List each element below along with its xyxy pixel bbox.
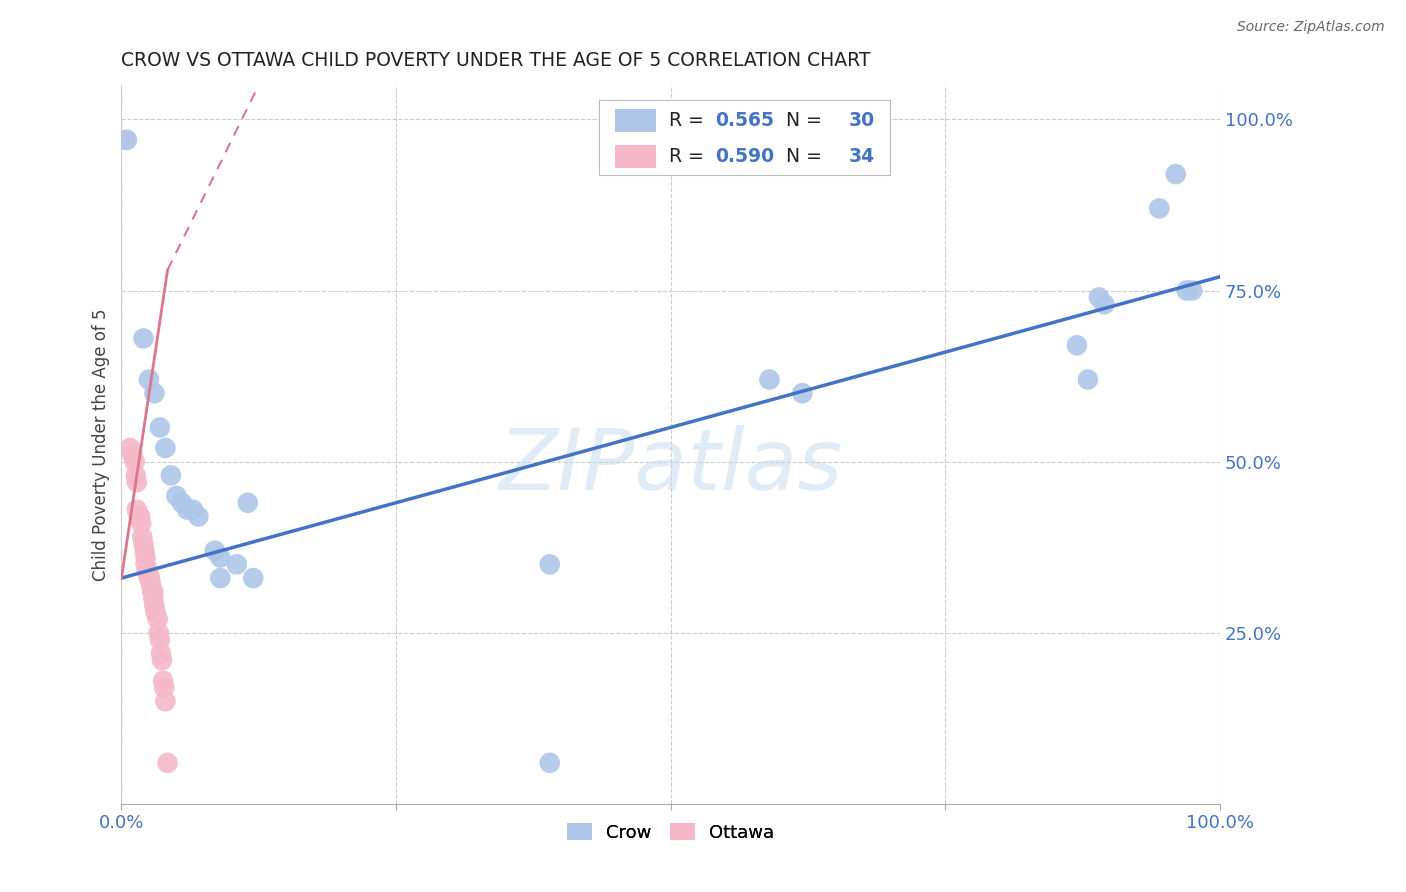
Point xyxy=(135,558,157,572)
Text: ZIPatlas: ZIPatlas xyxy=(499,425,842,508)
Point xyxy=(132,331,155,345)
Point xyxy=(758,372,780,386)
Point xyxy=(121,448,143,462)
Point xyxy=(1175,284,1198,298)
Point xyxy=(139,578,162,592)
Point xyxy=(1066,338,1088,352)
Point xyxy=(141,584,163,599)
Point xyxy=(152,673,174,688)
Point xyxy=(209,550,232,565)
Point xyxy=(125,475,148,490)
Point xyxy=(155,441,177,455)
Point xyxy=(131,530,153,544)
Text: 0.565: 0.565 xyxy=(716,112,775,130)
Point xyxy=(538,756,561,770)
Point xyxy=(134,543,156,558)
Y-axis label: Child Poverty Under the Age of 5: Child Poverty Under the Age of 5 xyxy=(93,309,110,581)
FancyBboxPatch shape xyxy=(599,100,890,175)
Point xyxy=(128,509,150,524)
Point xyxy=(145,605,167,619)
Point xyxy=(149,632,172,647)
Legend: Crow, Ottawa: Crow, Ottawa xyxy=(560,815,782,849)
Point xyxy=(129,509,152,524)
Point xyxy=(124,455,146,469)
Point xyxy=(1077,372,1099,386)
Point xyxy=(125,468,148,483)
Point xyxy=(538,558,561,572)
Point xyxy=(143,386,166,401)
Point xyxy=(150,653,173,667)
Text: R =: R = xyxy=(669,146,710,166)
Point xyxy=(176,502,198,516)
Point xyxy=(143,599,166,613)
Text: Source: ZipAtlas.com: Source: ZipAtlas.com xyxy=(1237,20,1385,34)
Point xyxy=(138,571,160,585)
Point xyxy=(153,681,176,695)
Point xyxy=(225,558,247,572)
Point xyxy=(135,550,157,565)
Point xyxy=(148,625,170,640)
Point xyxy=(132,537,155,551)
Point xyxy=(142,584,165,599)
Text: 34: 34 xyxy=(848,146,875,166)
Point xyxy=(242,571,264,585)
Point xyxy=(165,489,187,503)
Point xyxy=(209,571,232,585)
Point xyxy=(181,502,204,516)
Point xyxy=(1149,202,1171,216)
Point xyxy=(114,133,136,147)
Point xyxy=(149,420,172,434)
Point xyxy=(139,571,162,585)
Point xyxy=(142,591,165,606)
Text: CROW VS OTTAWA CHILD POVERTY UNDER THE AGE OF 5 CORRELATION CHART: CROW VS OTTAWA CHILD POVERTY UNDER THE A… xyxy=(121,51,870,70)
Point xyxy=(170,496,193,510)
Text: R =: R = xyxy=(669,112,710,130)
Point xyxy=(187,509,209,524)
Point xyxy=(136,564,159,578)
Point xyxy=(792,386,814,401)
Text: 0.590: 0.590 xyxy=(716,146,775,166)
Point xyxy=(160,468,183,483)
Point xyxy=(125,502,148,516)
Point xyxy=(204,543,226,558)
Text: N =: N = xyxy=(773,146,828,166)
Point xyxy=(146,612,169,626)
Point xyxy=(149,646,172,660)
Point xyxy=(1088,290,1111,304)
Text: 30: 30 xyxy=(848,112,875,130)
Text: N =: N = xyxy=(773,112,828,130)
FancyBboxPatch shape xyxy=(614,145,657,168)
Point xyxy=(1181,284,1204,298)
FancyBboxPatch shape xyxy=(614,109,657,132)
Point xyxy=(1164,167,1187,181)
Point xyxy=(1092,297,1115,311)
Point xyxy=(115,133,138,147)
Point xyxy=(135,564,157,578)
Point xyxy=(120,441,142,455)
Point xyxy=(129,516,152,531)
Point xyxy=(155,694,177,708)
Point xyxy=(156,756,179,770)
Point xyxy=(236,496,259,510)
Point xyxy=(138,372,160,386)
